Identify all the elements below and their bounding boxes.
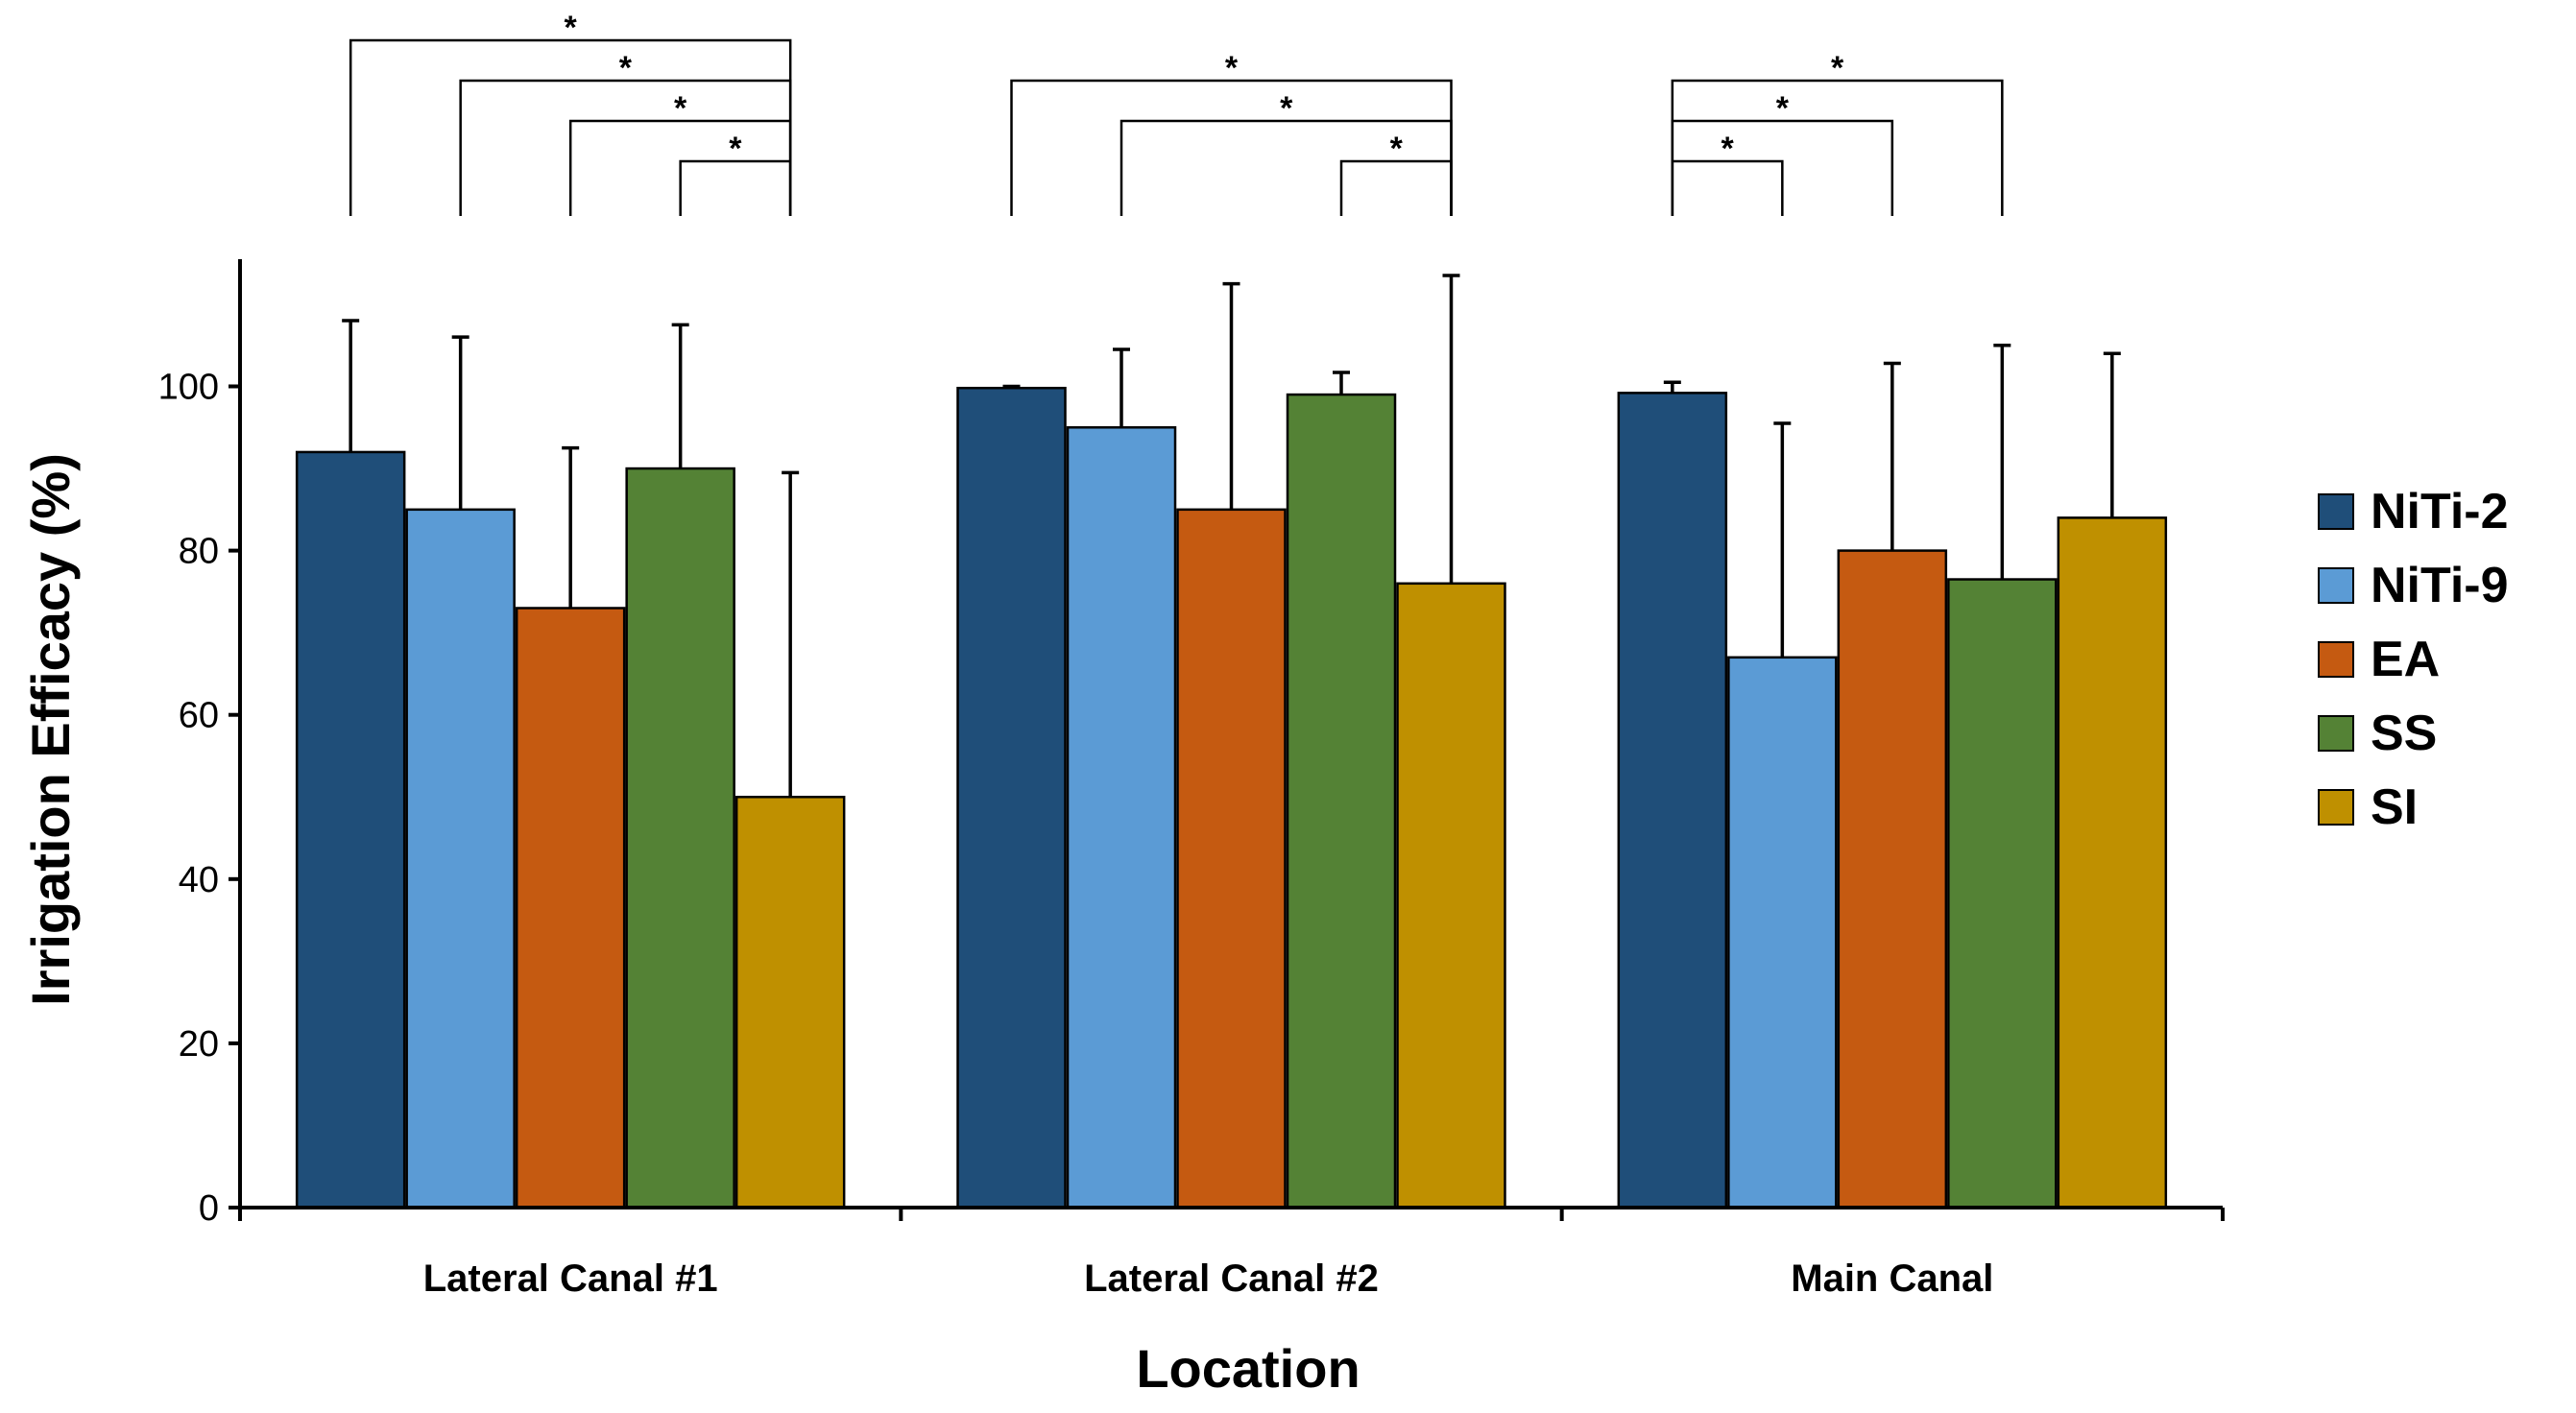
bar: [1286, 393, 1397, 1209]
bar: [625, 467, 735, 1209]
x-tick-label: Lateral Canal #1: [423, 1257, 718, 1300]
significance-star: *: [1280, 90, 1293, 127]
bar: [956, 386, 1067, 1209]
legend-label: EA: [2371, 632, 2440, 687]
y-tick-label: 80: [179, 532, 219, 572]
legend-swatch: [2318, 641, 2354, 678]
legend-swatch: [2318, 789, 2354, 826]
legend-label: NiTi-9: [2371, 558, 2509, 613]
bar: [295, 450, 406, 1209]
legend-swatch: [2318, 715, 2354, 752]
legend-swatch: [2318, 567, 2354, 604]
x-axis-title: Location: [1136, 1338, 1360, 1399]
significance-bracket: [1010, 79, 1453, 216]
significance-bracket: [1339, 159, 1453, 216]
significance-bracket: [1671, 79, 2004, 216]
bar: [515, 607, 626, 1209]
legend-label: SS: [2371, 706, 2437, 761]
bars: [295, 274, 2168, 1209]
significance-star: *: [674, 90, 687, 127]
significance-star: *: [1721, 131, 1734, 167]
bar: [1727, 656, 1838, 1209]
y-tick-label: 60: [179, 696, 219, 736]
bar: [1396, 582, 1506, 1209]
significance-star: *: [1831, 50, 1844, 86]
significance-bracket: [679, 159, 792, 216]
x-tick-label: Lateral Canal #2: [1084, 1257, 1379, 1300]
bar: [1617, 392, 1728, 1209]
bar: [1066, 426, 1177, 1209]
legend: NiTi-2 NiTi-9 EA SS SI: [2318, 484, 2509, 835]
bar: [1947, 578, 2058, 1209]
y-axis-title: Irrigation Efficacy (%): [20, 453, 81, 1006]
y-tick-label: 20: [179, 1024, 219, 1065]
x-tick-label: Main Canal: [1791, 1257, 1993, 1300]
bar: [1176, 508, 1287, 1209]
bar: [405, 508, 516, 1209]
significance-bracket: [1671, 159, 1784, 216]
significance-star: *: [565, 10, 578, 46]
legend-swatch: [2318, 493, 2354, 530]
significance-star: *: [619, 50, 633, 86]
significance-bracket: [349, 38, 792, 216]
y-tick-label: 40: [179, 860, 219, 900]
y-tick-label: 100: [158, 368, 219, 408]
legend-label: NiTi-2: [2371, 484, 2509, 539]
axes: 0 20 40 60 80 100 Lateral Canal #1 Lateral Cana…: [158, 259, 2225, 1300]
significance-star: *: [1390, 131, 1404, 167]
bar: [734, 796, 846, 1209]
bar: [1837, 549, 1948, 1209]
bar: [2057, 516, 2168, 1209]
significance-brackets: * * * * * * * * * *: [349, 10, 2004, 216]
significance-star: *: [1776, 90, 1790, 127]
significance-star: *: [1225, 50, 1239, 86]
legend-label: SI: [2371, 779, 2418, 835]
significance-star: *: [729, 131, 742, 167]
y-tick-label: 0: [199, 1188, 219, 1229]
